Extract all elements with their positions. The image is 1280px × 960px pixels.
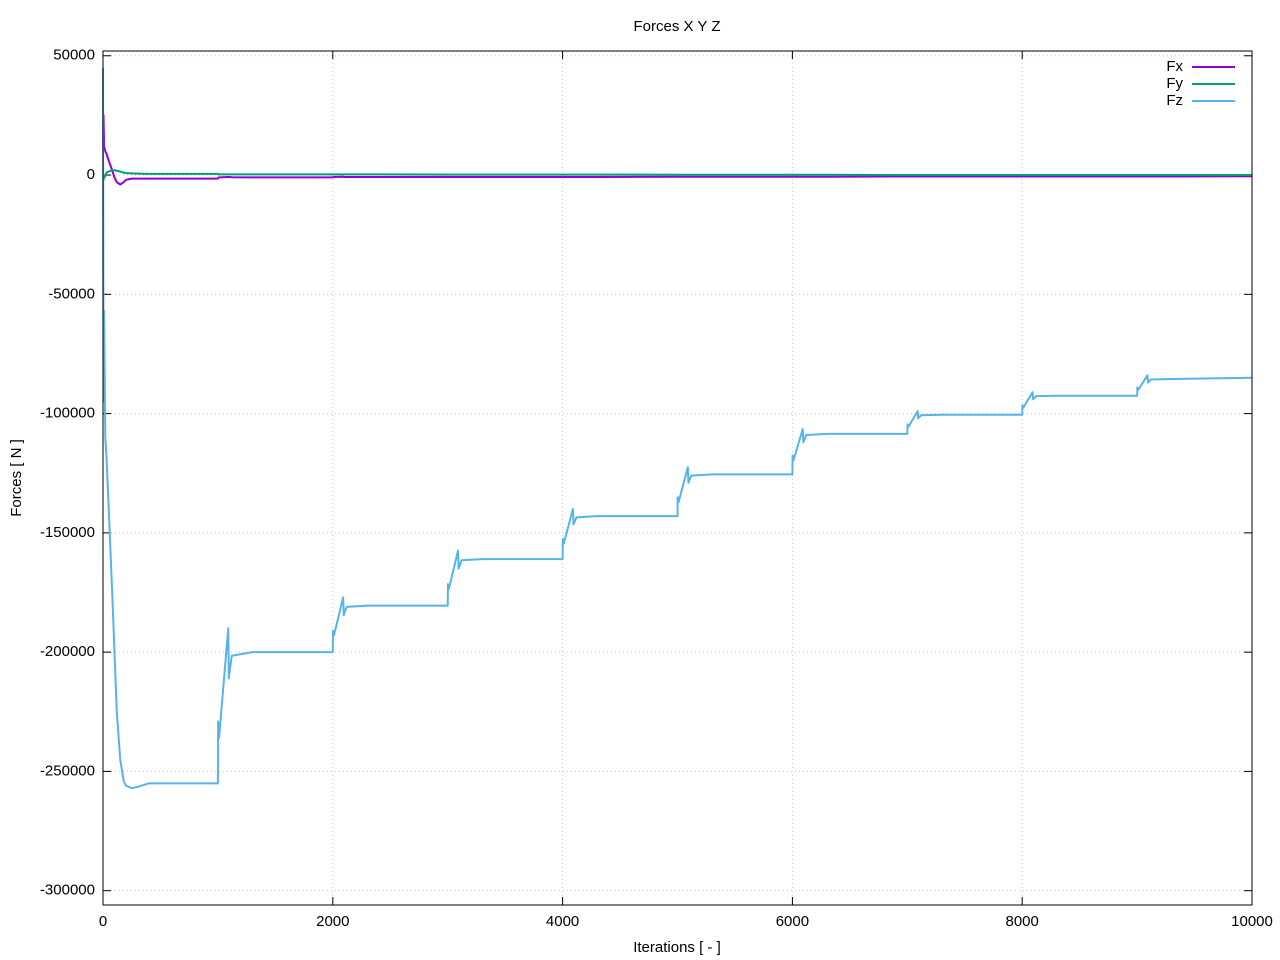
x-tick-label: 2000 <box>316 913 349 930</box>
series-line <box>102 169 1252 181</box>
y-axis-label: Forces [ N ] <box>8 439 25 517</box>
y-tick-label: -300000 <box>40 882 95 899</box>
series-line <box>102 67 1253 790</box>
chart-title: Forces X Y Z <box>634 18 721 35</box>
legend-label: Fx <box>1166 58 1183 75</box>
plot-border <box>102 50 1253 906</box>
y-tick-label: 50000 <box>53 47 95 64</box>
legend-label: Fz <box>1166 92 1183 109</box>
x-tick-label: 6000 <box>776 913 809 930</box>
x-tick-label: 0 <box>99 913 107 930</box>
y-tick-label: -150000 <box>40 524 95 541</box>
x-tick-label: 10000 <box>1231 913 1273 930</box>
x-axis-label: Iterations [ - ] <box>633 939 721 956</box>
y-tick-label: -100000 <box>40 405 95 422</box>
x-tick-label: 4000 <box>546 913 579 930</box>
y-tick-label: -50000 <box>48 285 95 302</box>
series-line <box>102 114 1253 186</box>
x-tick-label: 8000 <box>1006 913 1039 930</box>
y-tick-label: 0 <box>87 166 95 183</box>
y-tick-label: -200000 <box>40 643 95 660</box>
y-tick-label: -250000 <box>40 762 95 779</box>
legend-label: Fy <box>1166 75 1183 92</box>
